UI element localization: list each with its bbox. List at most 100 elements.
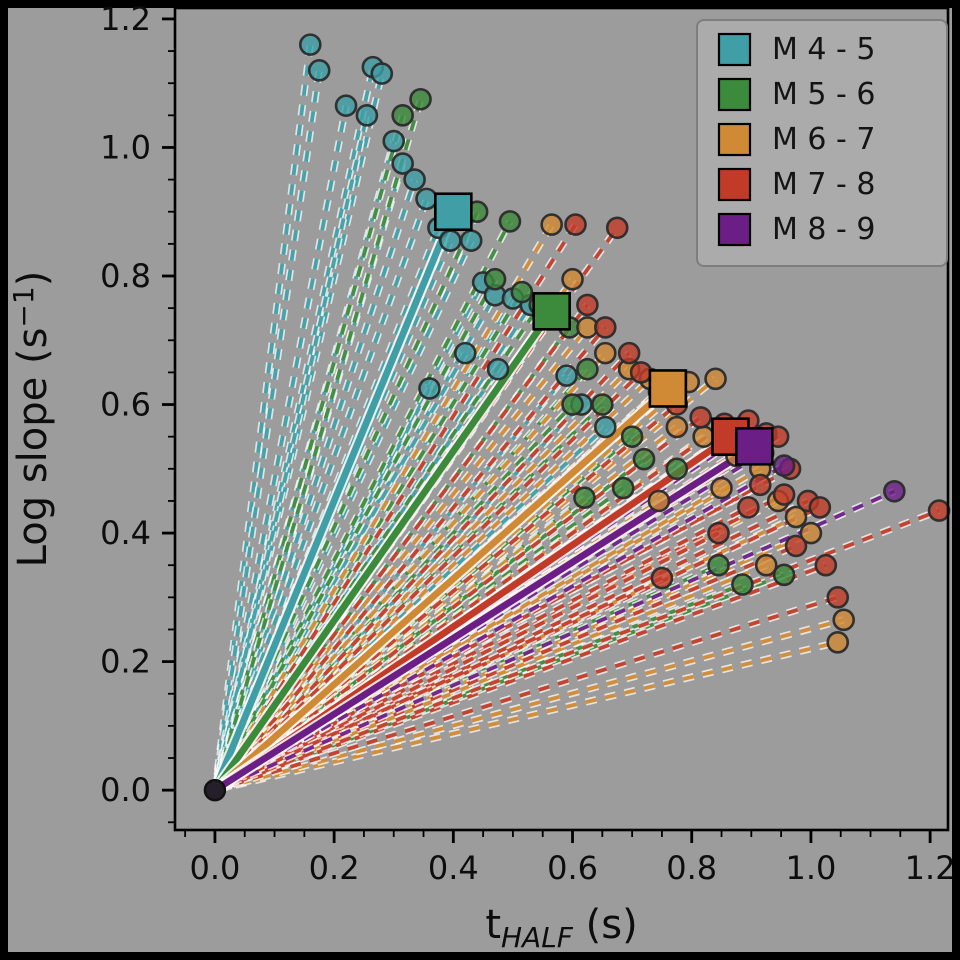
connector-dashed-line <box>214 531 812 792</box>
legend-swatch <box>717 32 752 67</box>
connector-dashed-line <box>214 618 845 792</box>
connector-dashed-line <box>214 515 797 792</box>
scatter-point <box>576 293 599 317</box>
x-tick-label: 0.8 <box>666 849 717 887</box>
connector-dashed-line <box>213 496 586 792</box>
scatter-point <box>826 586 850 609</box>
legend-label: M 5 - 6 <box>772 77 876 112</box>
scatter-point <box>594 341 617 365</box>
scatter-point <box>415 187 438 211</box>
y-tick-label: 0.0 <box>100 771 151 809</box>
legend-swatch <box>717 122 752 157</box>
mean-line <box>211 210 457 792</box>
scatter-point <box>799 521 823 545</box>
origin-marker <box>203 778 227 802</box>
connector-dashed-line <box>213 220 512 792</box>
axis-ticks <box>162 17 932 843</box>
connector-dashed-line <box>213 66 375 791</box>
connector-dashed-line <box>214 563 767 792</box>
connector-dashed-line <box>214 531 720 792</box>
scatter-point <box>591 393 614 416</box>
scatter-point <box>784 534 808 558</box>
scatter-point <box>647 489 671 513</box>
legend-label: M 4 - 5 <box>772 32 876 67</box>
scatter-point <box>555 364 578 387</box>
mean-line <box>212 385 671 793</box>
x-axis-label: tHALF (s) <box>485 902 637 954</box>
scatter-point <box>391 152 414 175</box>
y-tick-label: 0.6 <box>100 386 151 424</box>
scatter-point <box>665 457 689 481</box>
legend: M 4 - 5 M 5 - 6 M 6 - 7 M 7 - 8 M 8 - 9 <box>696 19 948 267</box>
y-tick-label: 0.8 <box>100 257 151 295</box>
scatter-point <box>439 229 462 252</box>
scatter-point <box>620 425 644 448</box>
x-tick-label: 0.4 <box>428 849 479 887</box>
legend-swatch <box>717 167 752 202</box>
scatter-point <box>692 425 715 448</box>
scatter-point <box>754 553 778 577</box>
scatter-point <box>927 499 951 522</box>
scatter-point <box>498 210 522 233</box>
scatter-point <box>665 415 689 439</box>
tick-labels: 0.0 0.2 0.4 0.6 0.8 1.0 1.2 0.0 0.2 0.4 0.6 0.8 1.0 1… <box>100 0 955 887</box>
legend-label: M 7 - 8 <box>772 167 876 202</box>
scatter-point <box>486 357 510 381</box>
connector-dashed-line <box>214 576 663 792</box>
mean-square <box>648 369 688 408</box>
scatter-point <box>737 496 760 519</box>
y-axis-label: Log slope (s−1) <box>7 271 56 568</box>
scatter-point <box>564 213 587 236</box>
connector-dashed-line <box>214 489 896 792</box>
connector-dashed-line <box>213 179 417 791</box>
scatter-point <box>689 406 712 429</box>
scatter-point <box>453 341 477 365</box>
x-tick-label: 0.0 <box>189 849 240 887</box>
y-tick-label: 1.0 <box>100 128 151 166</box>
y-tick-label: 0.4 <box>100 514 151 552</box>
mean-square <box>735 427 774 466</box>
scatter-point <box>298 33 322 56</box>
scatter-point <box>355 104 379 127</box>
scatter-point <box>540 213 563 236</box>
scatter-point <box>561 393 584 416</box>
scatter-point <box>707 553 730 577</box>
mean-line <box>212 309 555 793</box>
scatter-point <box>334 94 358 117</box>
scatter-point <box>772 563 796 587</box>
scatter-point <box>418 377 441 400</box>
legend-swatch <box>717 77 752 112</box>
mean-squares <box>434 192 774 466</box>
scatter-point <box>814 553 838 577</box>
scatter-point <box>832 608 856 632</box>
connector-dashed-line <box>213 291 524 792</box>
y-tick-label: 0.2 <box>100 643 151 681</box>
connector-dashed-line <box>213 303 589 792</box>
x-tick-label: 1.0 <box>785 849 836 887</box>
scatter-point <box>650 566 674 590</box>
x-tick-label: 0.2 <box>309 849 360 887</box>
connector-dashed-line <box>213 70 322 791</box>
scatter-point <box>883 480 906 503</box>
connector-dashed-line <box>213 351 607 792</box>
connector-dashed-line <box>213 425 678 792</box>
scatter-point <box>409 87 432 111</box>
scatter-point <box>459 229 483 252</box>
connector-dashed-line <box>213 278 497 792</box>
x-tick-label: 0.6 <box>547 849 598 887</box>
scatter-point <box>561 267 584 291</box>
scatter-point <box>307 59 331 82</box>
scatter-point <box>594 415 617 439</box>
scatter-point <box>704 367 727 391</box>
scatter-point <box>594 316 617 339</box>
scatter-point <box>617 341 641 365</box>
scatter-point <box>707 521 730 545</box>
legend-label: M 8 - 9 <box>772 212 876 247</box>
y-tick-label: 1.2 <box>100 0 151 38</box>
mean-square <box>532 292 571 331</box>
scatter-point <box>748 473 772 497</box>
scatter-point <box>784 505 808 529</box>
scatter-point <box>510 280 534 304</box>
